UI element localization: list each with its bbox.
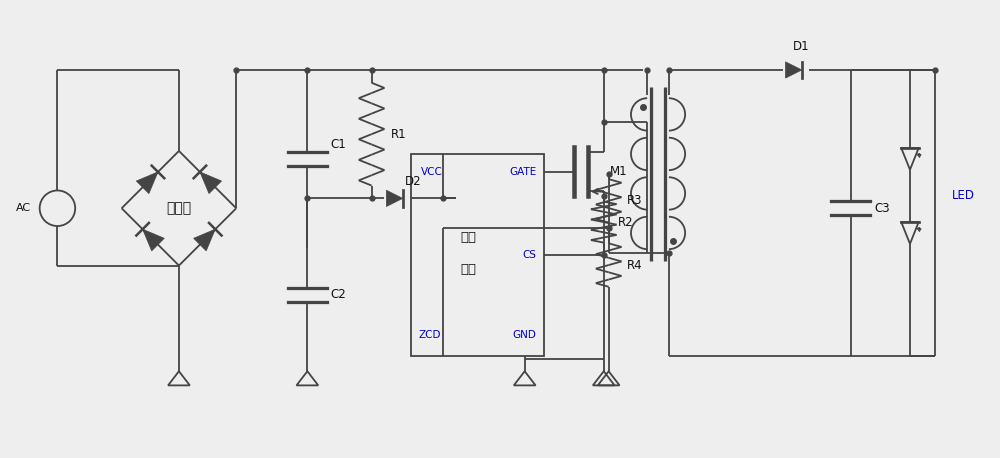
Text: AC: AC: [16, 203, 31, 213]
Text: GATE: GATE: [509, 167, 537, 177]
Text: C3: C3: [874, 202, 890, 215]
Polygon shape: [136, 172, 158, 194]
Text: M1: M1: [610, 165, 627, 178]
Text: ZCD: ZCD: [419, 330, 441, 340]
Polygon shape: [200, 172, 222, 194]
Polygon shape: [386, 190, 403, 207]
Bar: [411, 154, 544, 356]
Text: R3: R3: [626, 194, 642, 207]
Polygon shape: [194, 229, 215, 251]
Text: LED: LED: [951, 190, 974, 202]
Text: D1: D1: [793, 40, 810, 53]
Text: R2: R2: [618, 216, 633, 229]
Polygon shape: [143, 229, 164, 251]
Text: C1: C1: [330, 137, 346, 151]
Text: GND: GND: [513, 330, 537, 340]
Text: D2: D2: [405, 174, 422, 187]
Text: C2: C2: [330, 288, 346, 301]
Text: CS: CS: [523, 250, 537, 260]
Polygon shape: [785, 62, 802, 78]
Text: 芯片: 芯片: [460, 263, 476, 277]
Text: 整流桥: 整流桥: [166, 201, 192, 215]
Text: R4: R4: [626, 259, 642, 272]
Text: VCC: VCC: [421, 167, 443, 177]
Text: 控制: 控制: [460, 231, 476, 244]
Text: R1: R1: [391, 128, 407, 141]
